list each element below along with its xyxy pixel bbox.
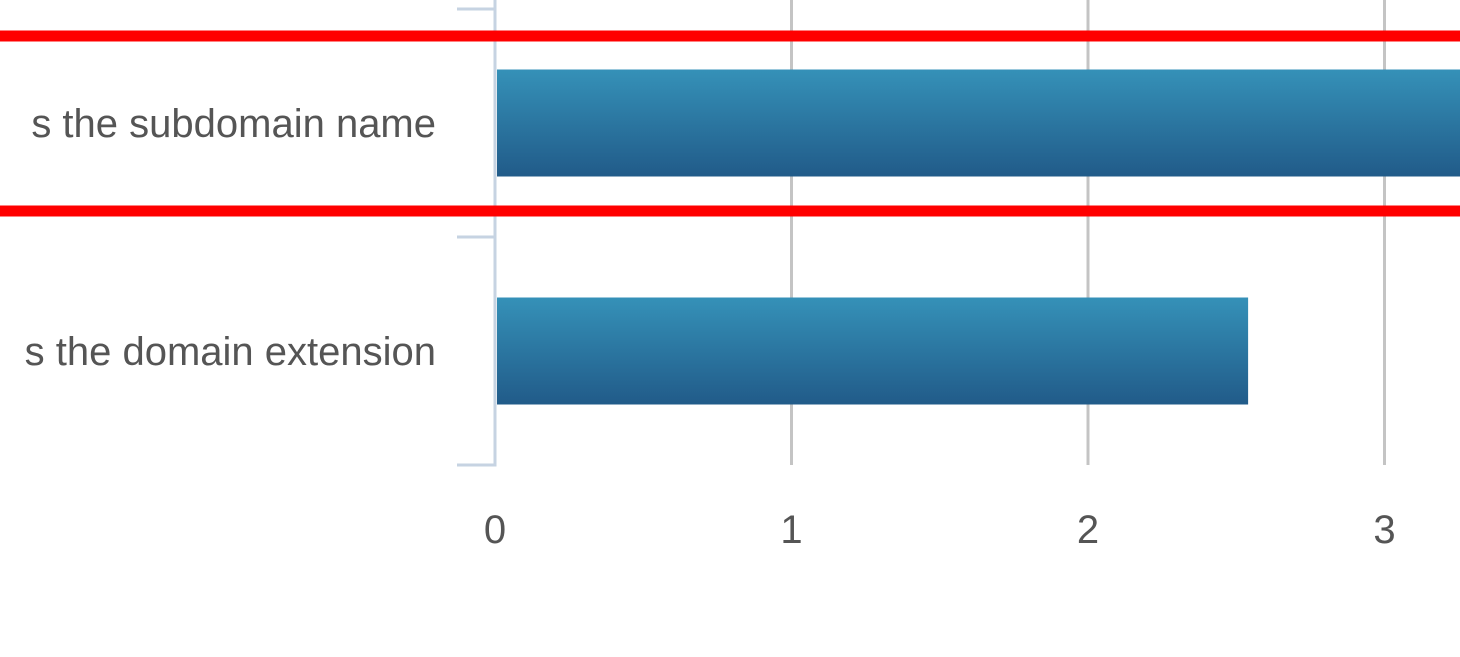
tick-label-0: 0 <box>484 508 506 552</box>
tick-label-2: 2 <box>1077 508 1099 552</box>
tick-labels: 0 1 2 3 <box>484 508 1396 552</box>
bar-1 <box>497 69 1460 177</box>
tick-label-1: 1 <box>780 508 802 552</box>
tick-label-3: 3 <box>1373 508 1395 552</box>
category-label-1: s the subdomain name <box>31 102 436 146</box>
highlight-box <box>0 30 1460 217</box>
bar-2 <box>497 297 1249 405</box>
category-labels: s the subdomain name s the domain extensi… <box>25 102 436 374</box>
bars <box>497 69 1460 405</box>
category-axis <box>457 0 497 467</box>
category-label-2: s the domain extension <box>25 330 436 374</box>
